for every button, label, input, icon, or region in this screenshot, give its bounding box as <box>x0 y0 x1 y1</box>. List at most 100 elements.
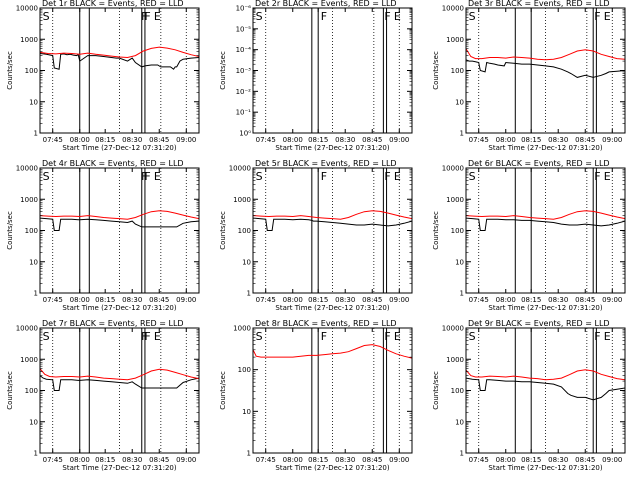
series-group <box>40 368 199 391</box>
chart-title: Det 7r BLACK = Events, RED = LLD <box>42 319 184 328</box>
marker-f: F <box>141 170 147 183</box>
panel-det2r: Det 2r BLACK = Events, RED = LLD S F F E 10⁰ 1… <box>213 0 426 160</box>
y-tick-label: 10000 <box>16 5 38 13</box>
series-line-lld <box>253 210 412 220</box>
y-tick-label: 10⁻⁶ <box>236 5 252 13</box>
x-tick-label: 08:15 <box>308 296 328 304</box>
y-tick-label: 1 <box>247 290 251 298</box>
y-tick-label: 10⁻² <box>236 88 252 96</box>
x-tick-label: 08:30 <box>122 136 142 144</box>
marker-f: F <box>594 330 600 343</box>
chart-det6r: Det 6r BLACK = Events, RED = LLD S F E 1 10 10… <box>432 159 626 312</box>
series-line-lld <box>40 368 199 381</box>
x-tick-label: 08:15 <box>95 136 115 144</box>
series-line-lld <box>40 46 199 59</box>
chart-title: Det 9r BLACK = Events, RED = LLD <box>468 319 610 328</box>
series-line-events <box>40 53 199 70</box>
series-group <box>253 210 412 231</box>
x-tick-label: 08:00 <box>283 136 303 144</box>
x-tick-label: 09:00 <box>389 296 409 304</box>
y-tick-label: 10000 <box>16 325 38 333</box>
x-tick-label: 09:00 <box>176 296 196 304</box>
y-tick-label: 10000 <box>442 165 464 173</box>
series-group <box>466 210 625 231</box>
x-tick-label: 08:15 <box>521 136 541 144</box>
y-axis-label: Counts/sec <box>6 51 14 90</box>
y-tick-label: 1 <box>34 130 38 138</box>
y-tick-label: 1 <box>247 450 251 458</box>
x-axis-label: Start Time (27-Dec-12 07:31:20) <box>62 464 176 472</box>
marker-e: E <box>154 330 161 343</box>
marker-s: S <box>256 10 263 23</box>
series-line-events <box>466 217 625 231</box>
panel-det8r: Det 8r BLACK = Events, RED = LLD S F F E 1 10 1… <box>213 319 426 480</box>
panel-det7r: Det 7r BLACK = Events, RED = LLD S F F E 1 10 1… <box>0 319 213 480</box>
panel-det6r: Det 6r BLACK = Events, RED = LLD S F E 1 10 10… <box>426 159 639 320</box>
y-tick-label: 1000 <box>20 356 38 364</box>
x-tick-label: 07:45 <box>469 136 489 144</box>
marker-s: S <box>43 330 50 343</box>
y-tick-label: 100 <box>25 387 38 395</box>
chart-det3r: Det 3r BLACK = Events, RED = LLD S F E 1 10 10… <box>432 0 626 152</box>
marker-f: F <box>141 10 147 23</box>
x-tick-label: 08:30 <box>548 296 568 304</box>
y-axis-label: Counts/sec <box>219 371 227 410</box>
marker-e: E <box>394 170 401 183</box>
y-tick-label: 10000 <box>229 165 251 173</box>
series-line-lld <box>466 369 625 381</box>
y-axis-label: Counts/sec <box>432 211 440 250</box>
x-tick-label: 09:00 <box>389 136 409 144</box>
x-tick-label: 08:00 <box>70 296 90 304</box>
x-tick-label: 08:45 <box>149 456 169 464</box>
chart-title: Det 2r BLACK = Events, RED = LLD <box>255 0 397 8</box>
chart-title: Det 4r BLACK = Events, RED = LLD <box>42 159 184 168</box>
series-line-lld <box>466 210 625 220</box>
x-tick-label: 08:30 <box>122 296 142 304</box>
y-axis-label: Counts/sec <box>219 211 227 250</box>
series-group <box>466 48 625 78</box>
marker-s: S <box>469 170 476 183</box>
plot-frame <box>252 327 413 454</box>
x-tick-label: 08:30 <box>122 456 142 464</box>
marker-f: F <box>144 330 150 343</box>
y-tick-label: 1000 <box>446 36 464 44</box>
marker-e: E <box>394 330 401 343</box>
x-tick-label: 09:00 <box>602 136 622 144</box>
marker-f: F <box>321 10 327 23</box>
chart-title: Det 5r BLACK = Events, RED = LLD <box>255 159 397 168</box>
x-tick-label: 09:00 <box>176 456 196 464</box>
x-axis-label: Start Time (27-Dec-12 07:31:20) <box>275 144 389 152</box>
x-tick-label: 08:45 <box>149 136 169 144</box>
x-tick-label: 08:00 <box>283 296 303 304</box>
x-tick-label: 08:30 <box>335 456 355 464</box>
y-tick-label: 100 <box>451 227 464 235</box>
y-tick-label: 10 <box>29 258 38 266</box>
marker-f: F <box>384 170 390 183</box>
x-tick-label: 07:45 <box>43 136 63 144</box>
chart-title: Det 8r BLACK = Events, RED = LLD <box>255 319 397 328</box>
x-axis-label: Start Time (27-Dec-12 07:31:20) <box>488 464 602 472</box>
x-axis-label: Start Time (27-Dec-12 07:31:20) <box>62 304 176 312</box>
x-tick-label: 07:45 <box>43 296 63 304</box>
y-tick-label: 10 <box>455 258 464 266</box>
y-tick-label: 100 <box>451 387 464 395</box>
marker-s: S <box>469 10 476 23</box>
y-tick-label: 1000 <box>20 196 38 204</box>
x-tick-label: 08:15 <box>308 136 328 144</box>
x-tick-label: 07:45 <box>43 456 63 464</box>
panel-det4r: Det 4r BLACK = Events, RED = LLD S F F E 1 10 1… <box>0 159 213 320</box>
y-tick-label: 10⁻³ <box>236 67 252 75</box>
x-tick-label: 08:45 <box>575 296 595 304</box>
series-group <box>466 369 625 401</box>
x-tick-label: 09:00 <box>602 296 622 304</box>
y-tick-label: 1 <box>34 290 38 298</box>
series-line-events <box>253 217 412 231</box>
y-axis-label: Counts/sec <box>6 211 14 250</box>
x-tick-label: 09:00 <box>176 136 196 144</box>
panel-det3r: Det 3r BLACK = Events, RED = LLD S F E 1 10 10… <box>426 0 639 160</box>
y-axis-label: Counts/sec <box>219 51 227 90</box>
y-tick-label: 1 <box>460 450 464 458</box>
x-tick-label: 08:45 <box>149 296 169 304</box>
